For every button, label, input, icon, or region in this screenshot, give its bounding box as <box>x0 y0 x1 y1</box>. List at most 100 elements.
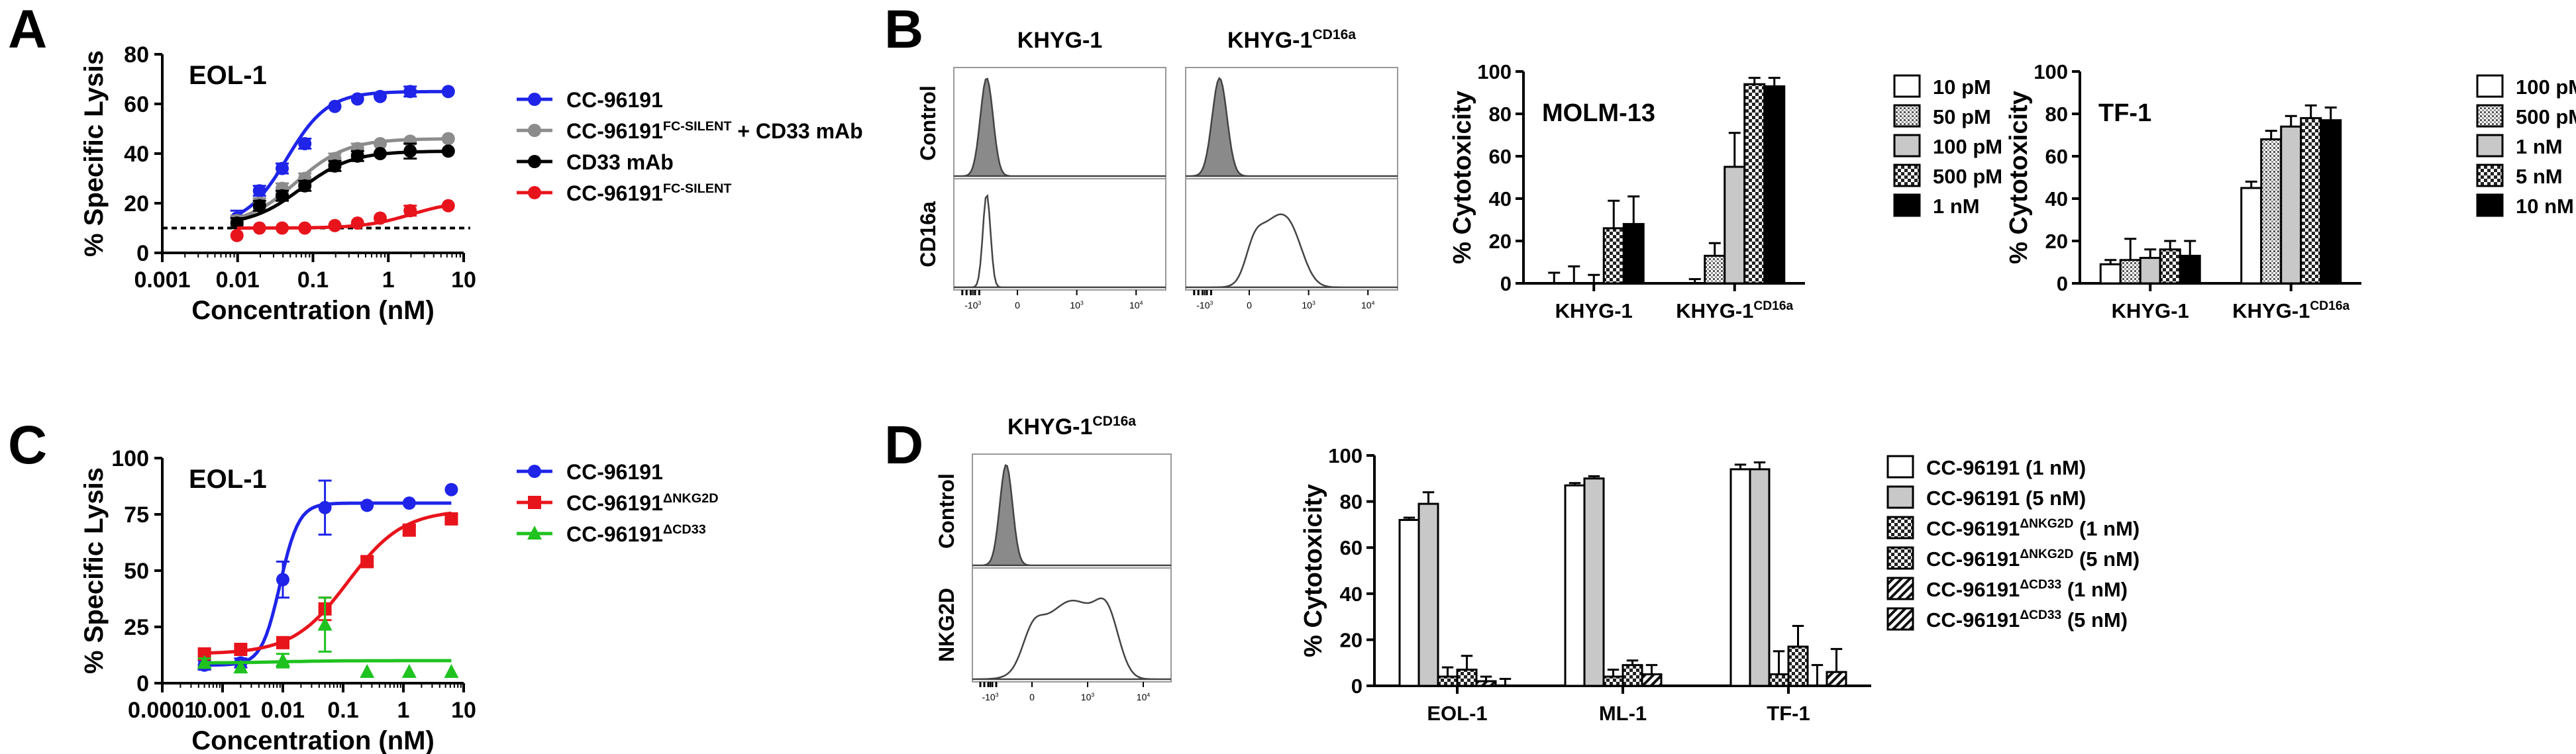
legend-label: CC-96191ΔNKG2D (1 nM) <box>1926 517 2139 540</box>
data-point <box>328 99 342 113</box>
panel-label-a: A <box>8 0 47 60</box>
data-point <box>360 498 374 512</box>
data-point <box>252 199 266 212</box>
y-tick-label: 20 <box>124 191 149 216</box>
y-tick-label: 60 <box>124 92 149 117</box>
flow-column-label: KHYG-1CD16a <box>1227 27 1356 53</box>
x-axis-label: Concentration (nM) <box>191 726 435 754</box>
legend-label: 5 nM <box>2516 165 2563 188</box>
y-tick-label: 100 <box>2034 60 2068 83</box>
bar <box>1729 468 1751 687</box>
chart-b-tf1-bars: 0 20 40 60 80 100% Cytotoxicity TF-1 KHYG-1 KHYG… <box>2005 60 2576 322</box>
data-point <box>441 132 455 146</box>
flow-row-label: CD16a <box>916 201 940 267</box>
y-axis-label: % Specific Lysis <box>79 50 109 257</box>
y-tick-label: 20 <box>2045 230 2068 253</box>
flow-x-tick-label: 0 <box>1247 300 1252 310</box>
data-point <box>441 85 455 99</box>
data-point <box>373 211 387 225</box>
data-point <box>233 659 248 674</box>
bar <box>2179 254 2201 285</box>
x-tick-label: ML-1 <box>1599 702 1647 725</box>
data-point <box>252 221 266 235</box>
x-tick-label: KHYG-1 <box>1555 299 1633 322</box>
bar <box>1437 675 1459 687</box>
y-tick-label: 20 <box>1489 230 1512 253</box>
data-point <box>275 162 289 175</box>
legend-label: 10 pM <box>1933 75 1991 99</box>
flow-x-tick-label: 103 <box>1302 300 1315 310</box>
legend-marker <box>528 124 541 137</box>
y-tick-label: 60 <box>1340 536 1363 559</box>
legend-swatch <box>1893 74 1921 98</box>
legend-label: CC-96191 <box>566 460 663 484</box>
legend-swatch <box>2476 164 2504 187</box>
bar <box>1475 680 1497 687</box>
data-point <box>373 89 387 103</box>
y-axis-label: % Cytotoxicity <box>1300 484 1327 657</box>
y-tick-label: 50 <box>124 559 149 584</box>
legend-swatch <box>2476 193 2504 217</box>
legend-label: 1 nM <box>1933 195 1980 218</box>
cell-line-annotation: EOL-1 <box>189 61 267 90</box>
bar <box>1602 227 1625 285</box>
data-point <box>197 647 211 661</box>
data-point <box>234 643 248 656</box>
data-point <box>403 204 417 218</box>
legend-swatch <box>1886 516 1914 540</box>
legend-swatch <box>1886 485 1914 509</box>
data-point <box>360 664 375 678</box>
series-2 <box>197 596 459 678</box>
bar <box>1641 673 1663 687</box>
flow-histogram <box>972 597 1171 681</box>
legend-label: 50 pM <box>1933 105 1991 128</box>
legend-marker <box>528 465 541 478</box>
y-tick-label: 80 <box>1340 491 1363 514</box>
cell-line-annotation: TF-1 <box>2098 99 2151 127</box>
legend-swatch <box>2476 134 2504 158</box>
data-point <box>197 655 212 669</box>
bar <box>1583 477 1605 687</box>
y-tick-label: 60 <box>2045 145 2068 168</box>
x-tick-label: 10 <box>451 267 476 293</box>
bar <box>1622 664 1643 687</box>
flow-row-label: Control <box>916 85 940 161</box>
flow-x-tick-label: 104 <box>1361 300 1375 310</box>
bar <box>1787 645 1809 687</box>
y-tick-label: 40 <box>1489 187 1512 211</box>
legend-label: CC-96191 (5 nM) <box>1926 487 2086 510</box>
data-point <box>403 144 417 158</box>
bar <box>1602 675 1624 687</box>
y-tick-label: 60 <box>1489 145 1512 168</box>
data-point <box>444 512 458 526</box>
data-point <box>441 144 455 158</box>
data-point <box>298 137 312 150</box>
legend-marker <box>528 496 541 509</box>
bar <box>2260 138 2283 285</box>
y-tick-label: 20 <box>1340 628 1363 651</box>
legend-marker <box>528 186 541 199</box>
flow-panel-frame <box>1185 178 1398 291</box>
x-tick-label: 0.1 <box>297 267 329 293</box>
bar <box>2240 187 2263 285</box>
y-tick-label: 75 <box>124 502 149 528</box>
bar <box>2119 259 2141 285</box>
bar <box>2159 248 2181 285</box>
y-tick-label: 0 <box>2057 272 2068 295</box>
legend-swatch <box>1893 104 1921 128</box>
legend-label: CC-96191 <box>566 88 663 112</box>
bar <box>1826 671 1847 687</box>
flow-histogram <box>1186 77 1398 177</box>
y-tick-label: 80 <box>124 42 149 68</box>
y-tick-label: 40 <box>2045 187 2068 211</box>
data-point <box>275 221 289 235</box>
y-tick-label: 100 <box>1328 444 1363 467</box>
bar <box>1564 484 1586 687</box>
flow-x-tick-label: 103 <box>1070 300 1084 310</box>
x-tick-label: 1 <box>382 267 395 293</box>
legend-label: CC-96191ΔNKG2D <box>566 491 719 515</box>
flow-histogram <box>972 464 1171 567</box>
bar <box>1743 83 1766 285</box>
flow-panel-frame <box>972 567 1172 683</box>
